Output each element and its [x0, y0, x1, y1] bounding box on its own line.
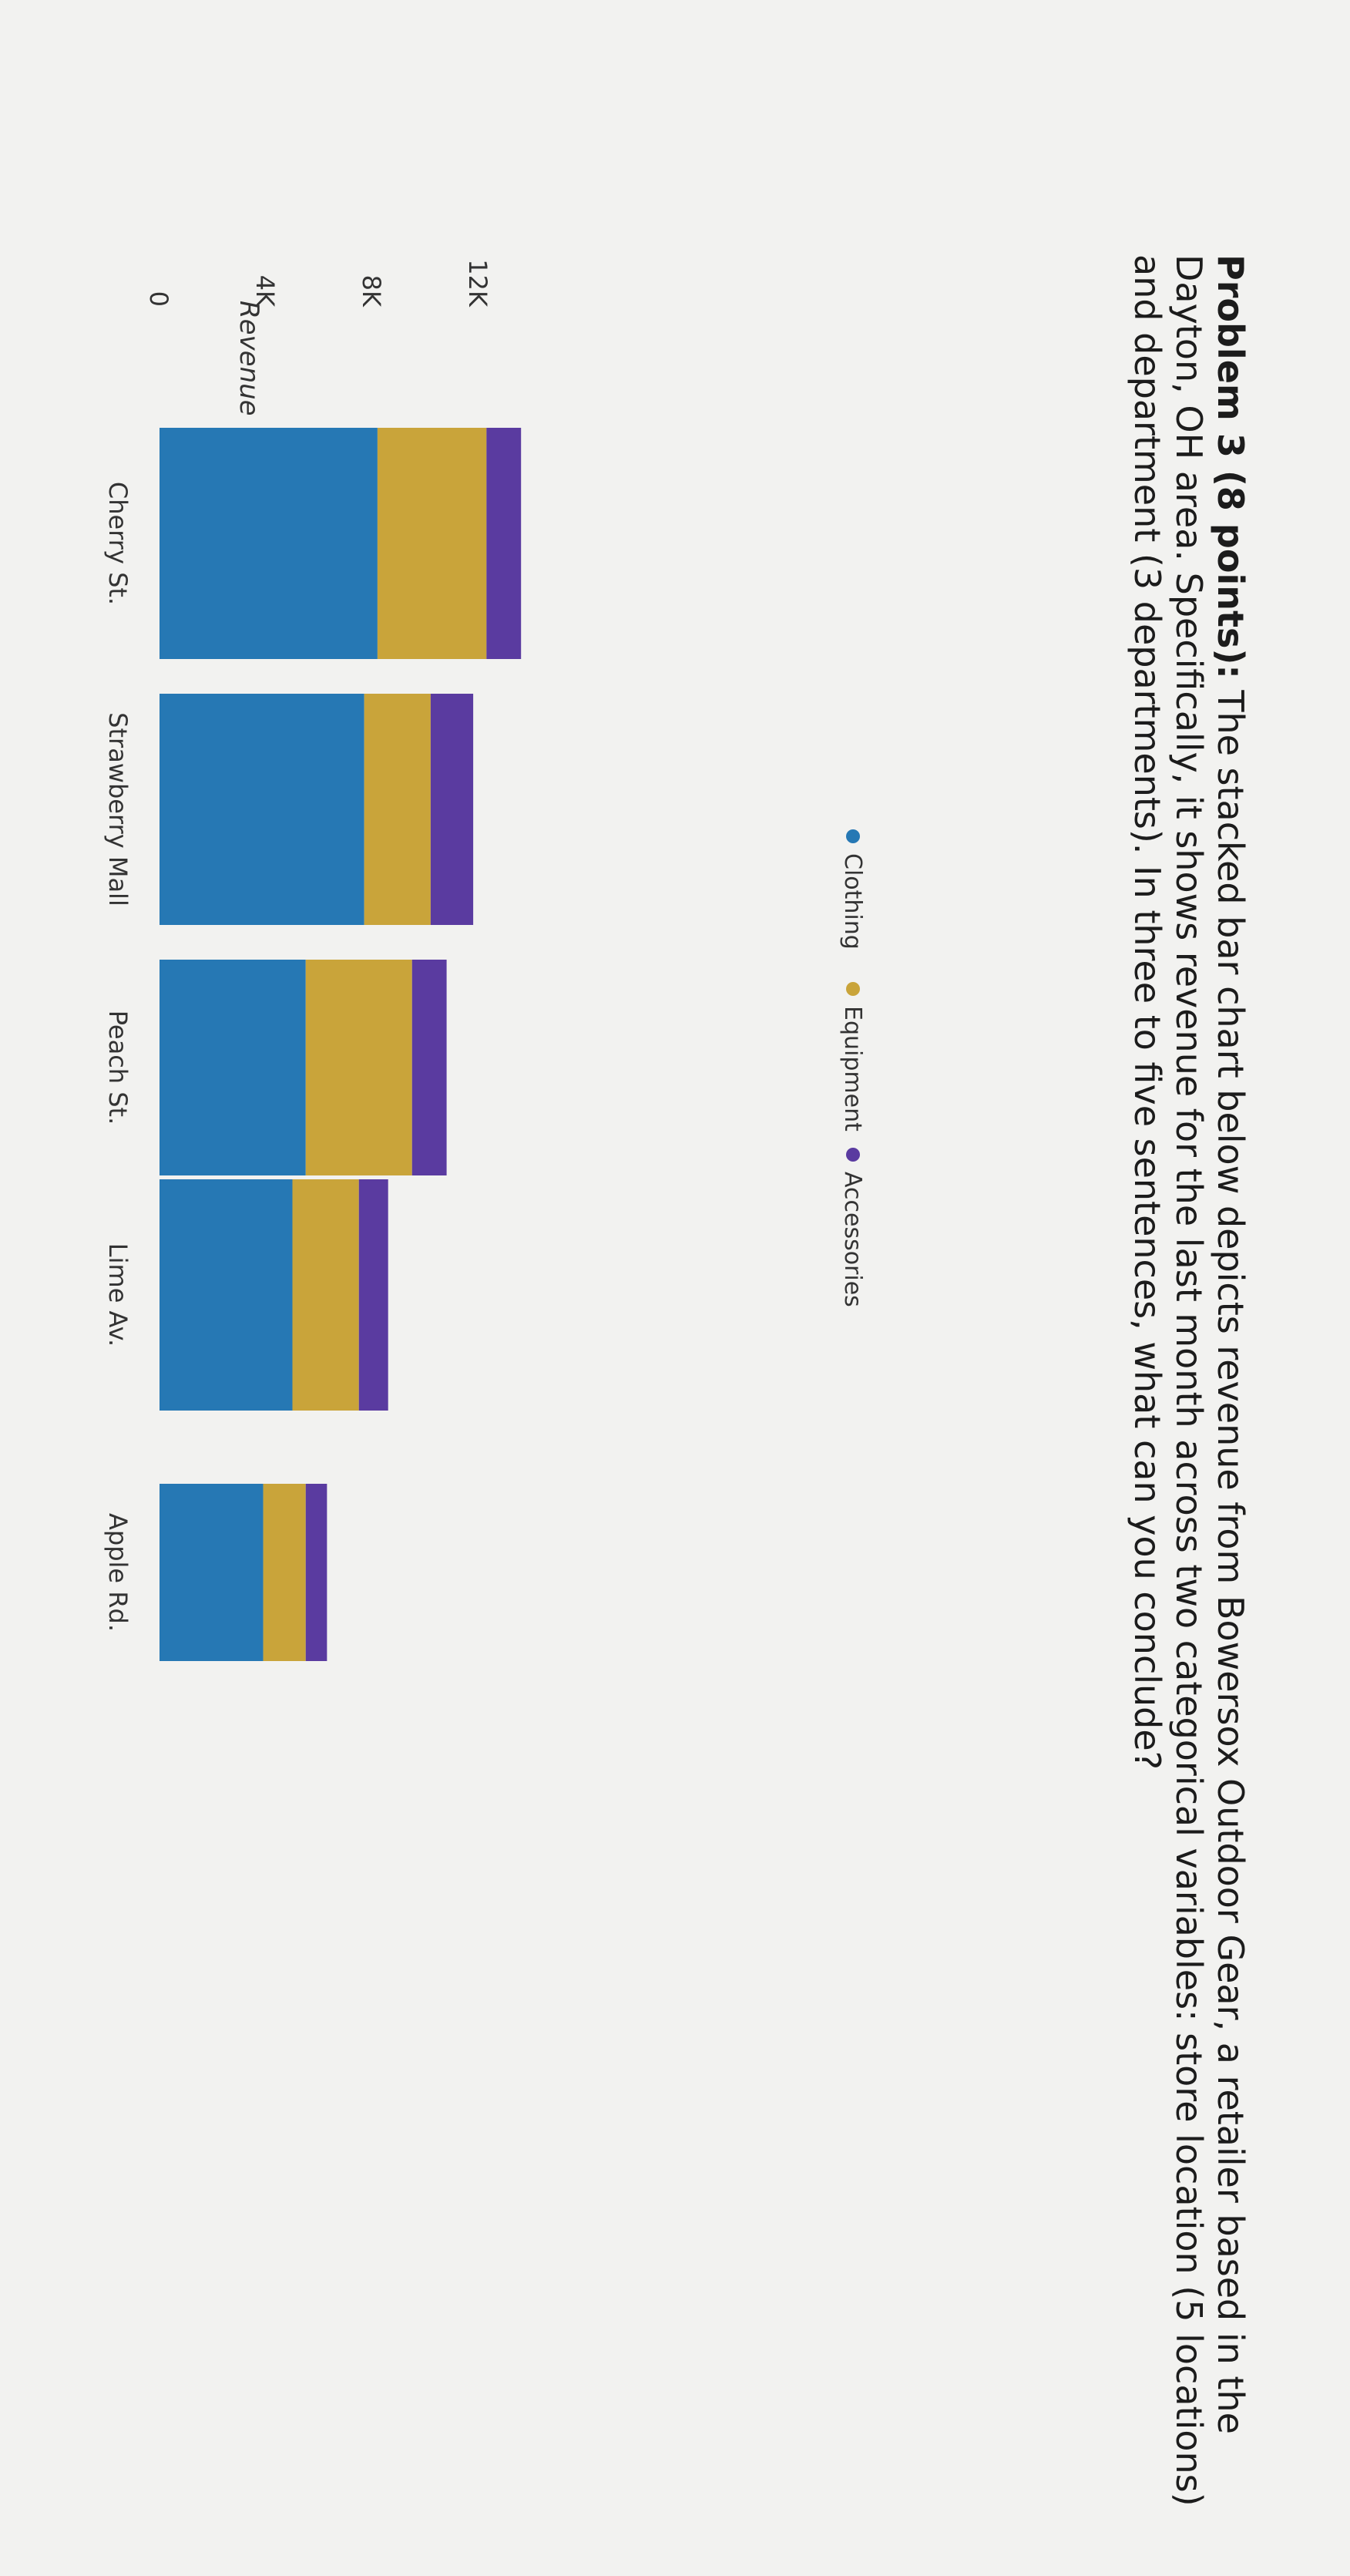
y-tick-4k: 4K — [250, 275, 280, 308]
x-label-apple-rd: Apple Rd. — [103, 1513, 133, 1632]
x-axis-labels: Cherry St. Strawberry Mall Peach St. Lime A… — [103, 482, 133, 1632]
legend-marker-accessories — [846, 1148, 860, 1162]
y-tick-12k: 12K — [463, 259, 492, 308]
legend-label-clothing: Clothing — [839, 853, 866, 950]
x-label-cherry-st: Cherry St. — [103, 482, 133, 605]
bars — [160, 428, 522, 1661]
y-axis-label: Revenue — [233, 301, 264, 416]
y-tick-0: 0 — [144, 291, 173, 307]
legend-label-equipment: Equipment — [839, 1006, 866, 1132]
x-label-strawberry-mall: Strawberry Mall — [103, 712, 133, 906]
bar-cherry-st-clothing — [160, 428, 378, 659]
bar-apple-rd-equipment — [263, 1484, 306, 1661]
bar-apple-rd-accessories — [305, 1484, 327, 1661]
bar-lime-av-accessories — [358, 1179, 388, 1411]
bar-strawberry-mall-clothing — [160, 694, 364, 925]
bar-lime-av-equipment — [292, 1179, 359, 1411]
y-axis-ticks: 0 4K 8K 12K — [144, 259, 492, 308]
legend: Clothing Equipment Accessories — [839, 829, 866, 1307]
bar-peach-st-accessories — [411, 960, 447, 1175]
x-label-lime-av: Lime Av. — [103, 1243, 133, 1347]
bar-lime-av-clothing — [160, 1179, 293, 1411]
bar-strawberry-mall-equipment — [364, 694, 431, 925]
bar-peach-st-clothing — [160, 960, 306, 1175]
legend-marker-equipment — [846, 982, 860, 996]
bar-apple-rd-clothing — [160, 1484, 264, 1661]
bar-cherry-st-accessories — [486, 428, 522, 659]
y-tick-8k: 8K — [357, 275, 386, 308]
bar-peach-st-equipment — [305, 960, 412, 1175]
x-label-peach-st: Peach St. — [103, 1011, 133, 1125]
bar-cherry-st-equipment — [377, 428, 487, 659]
bar-strawberry-mall-accessories — [430, 694, 474, 925]
legend-label-accessories: Accessories — [839, 1172, 866, 1307]
legend-marker-clothing — [846, 829, 860, 843]
